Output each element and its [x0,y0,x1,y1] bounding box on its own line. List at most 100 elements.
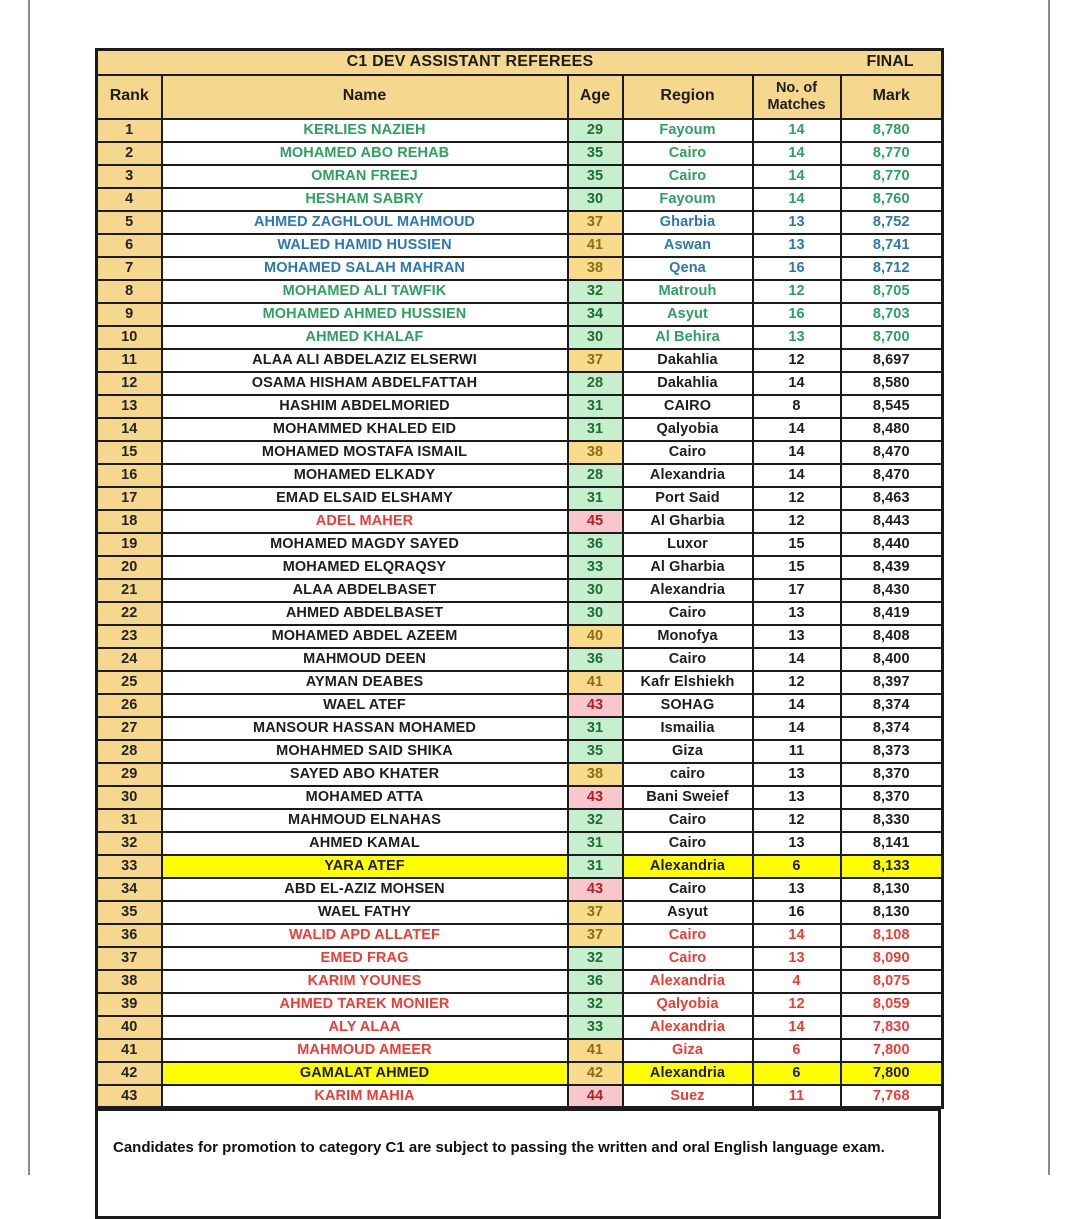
age-cell: 36 [566,646,624,672]
mark-cell: 8,712 [839,255,944,281]
rank-cell: 4 [95,186,163,212]
title-row: C1 DEV ASSISTANT REFEREES FINAL [95,48,944,76]
region-cell: Fayoum [621,117,754,143]
name-cell: SAYED ABO KHATER [160,761,569,787]
age-cell: 41 [566,669,624,695]
table-row: 2 MOHAMED ABO REHAB 35 Cairo 14 8,770 [95,140,944,166]
region-cell: Ismailia [621,715,754,741]
matches-cell: 6 [751,853,842,879]
table-row: 16 MOHAMED ELKADY 28 Alexandria 14 8,470 [95,462,944,488]
name-cell: MOHAMED ABO REHAB [160,140,569,166]
rank-cell: 15 [95,439,163,465]
mark-cell: 8,463 [839,485,944,511]
name-cell: WAEL ATEF [160,692,569,718]
rank-cell: 1 [95,117,163,143]
matches-cell: 14 [751,370,842,396]
region-cell: Dakahlia [621,370,754,396]
age-cell: 35 [566,163,624,189]
age-cell: 34 [566,301,624,327]
name-cell: WALID APD ALLATEF [160,922,569,948]
matches-cell: 13 [751,209,842,235]
name-cell: KARIM YOUNES [160,968,569,994]
name-cell: ALY ALAA [160,1014,569,1040]
footer-note-box: Candidates for promotion to category C1 … [95,1109,941,1219]
matches-cell: 12 [751,807,842,833]
name-cell: MOHAMED AHMED HUSSIEN [160,301,569,327]
rank-cell: 19 [95,531,163,557]
rank-cell: 41 [95,1037,163,1063]
age-cell: 37 [566,347,624,373]
age-cell: 28 [566,370,624,396]
mark-cell: 8,373 [839,738,944,764]
mark-cell: 8,374 [839,692,944,718]
region-cell: Gharbia [621,209,754,235]
region-cell: Matrouh [621,278,754,304]
matches-cell: 14 [751,1014,842,1040]
age-cell: 44 [566,1083,624,1109]
matches-cell: 14 [751,140,842,166]
region-cell: Asyut [621,301,754,327]
region-cell: Cairo [621,945,754,971]
mark-cell: 8,439 [839,554,944,580]
region-cell: Cairo [621,830,754,856]
table-row: 31 MAHMOUD ELNAHAS 32 Cairo 12 8,330 [95,807,944,833]
name-cell: ADEL MAHER [160,508,569,534]
matches-cell: 14 [751,117,842,143]
rank-cell: 5 [95,209,163,235]
region-cell: Alexandria [621,1060,754,1086]
rank-cell: 14 [95,416,163,442]
table-row: 15 MOHAMED MOSTAFA ISMAIL 38 Cairo 14 8,470 [95,439,944,465]
col-header-name: Name [160,73,569,120]
referee-ranking-table: C1 DEV ASSISTANT REFEREES FINAL Rank Nam… [95,48,944,1109]
age-cell: 35 [566,738,624,764]
table-row: 34 ABD EL-AZIZ MOHSEN 43 Cairo 13 8,130 [95,876,944,902]
rank-cell: 39 [95,991,163,1017]
name-cell: ALAA ALI ABDELAZIZ ELSERWI [160,347,569,373]
mark-cell: 8,580 [839,370,944,396]
matches-cell: 15 [751,531,842,557]
matches-cell: 13 [751,830,842,856]
matches-cell: 15 [751,554,842,580]
matches-cell: 6 [751,1060,842,1086]
age-cell: 40 [566,623,624,649]
name-cell: MOHAMED MOSTAFA ISMAIL [160,439,569,465]
age-cell: 36 [566,531,624,557]
mark-cell: 8,370 [839,761,944,787]
region-cell: Alexandria [621,577,754,603]
name-cell: AHMED ZAGHLOUL MAHMOUD [160,209,569,235]
table-row: 36 WALID APD ALLATEF 37 Cairo 14 8,108 [95,922,944,948]
table-row: 1 KERLIES NAZIEH 29 Fayoum 14 8,780 [95,117,944,143]
age-cell: 33 [566,554,624,580]
table-row: 35 WAEL FATHY 37 Asyut 16 8,130 [95,899,944,925]
rank-cell: 13 [95,393,163,419]
matches-cell: 12 [751,991,842,1017]
region-cell: Bani Sweief [621,784,754,810]
age-cell: 31 [566,853,624,879]
mark-cell: 8,397 [839,669,944,695]
table-row: 41 MAHMOUD AMEER 41 Giza 6 7,800 [95,1037,944,1063]
mark-cell: 8,545 [839,393,944,419]
mark-cell: 8,430 [839,577,944,603]
rank-cell: 21 [95,577,163,603]
rank-cell: 37 [95,945,163,971]
mark-cell: 8,141 [839,830,944,856]
col-header-rank: Rank [95,73,163,120]
table-row: 10 AHMED KHALAF 30 Al Behira 13 8,700 [95,324,944,350]
matches-cell: 14 [751,646,842,672]
name-cell: KARIM MAHIA [160,1083,569,1109]
table-row: 3 OMRAN FREEJ 35 Cairo 14 8,770 [95,163,944,189]
table-row: 7 MOHAMED SALAH MAHRAN 38 Qena 16 8,712 [95,255,944,281]
name-cell: GAMALAT AHMED [160,1060,569,1086]
matches-cell: 12 [751,347,842,373]
table-row: 19 MOHAMED MAGDY SAYED 36 Luxor 15 8,440 [95,531,944,557]
mark-cell: 8,130 [839,899,944,925]
footer-note: Candidates for promotion to category C1 … [113,1139,885,1156]
matches-cell: 14 [751,186,842,212]
age-cell: 30 [566,577,624,603]
col-header-matches: No. of Matches [751,73,842,120]
rank-cell: 35 [95,899,163,925]
name-cell: AHMED TAREK MONIER [160,991,569,1017]
name-cell: MOHAMED SALAH MAHRAN [160,255,569,281]
matches-cell: 11 [751,738,842,764]
region-cell: Fayoum [621,186,754,212]
